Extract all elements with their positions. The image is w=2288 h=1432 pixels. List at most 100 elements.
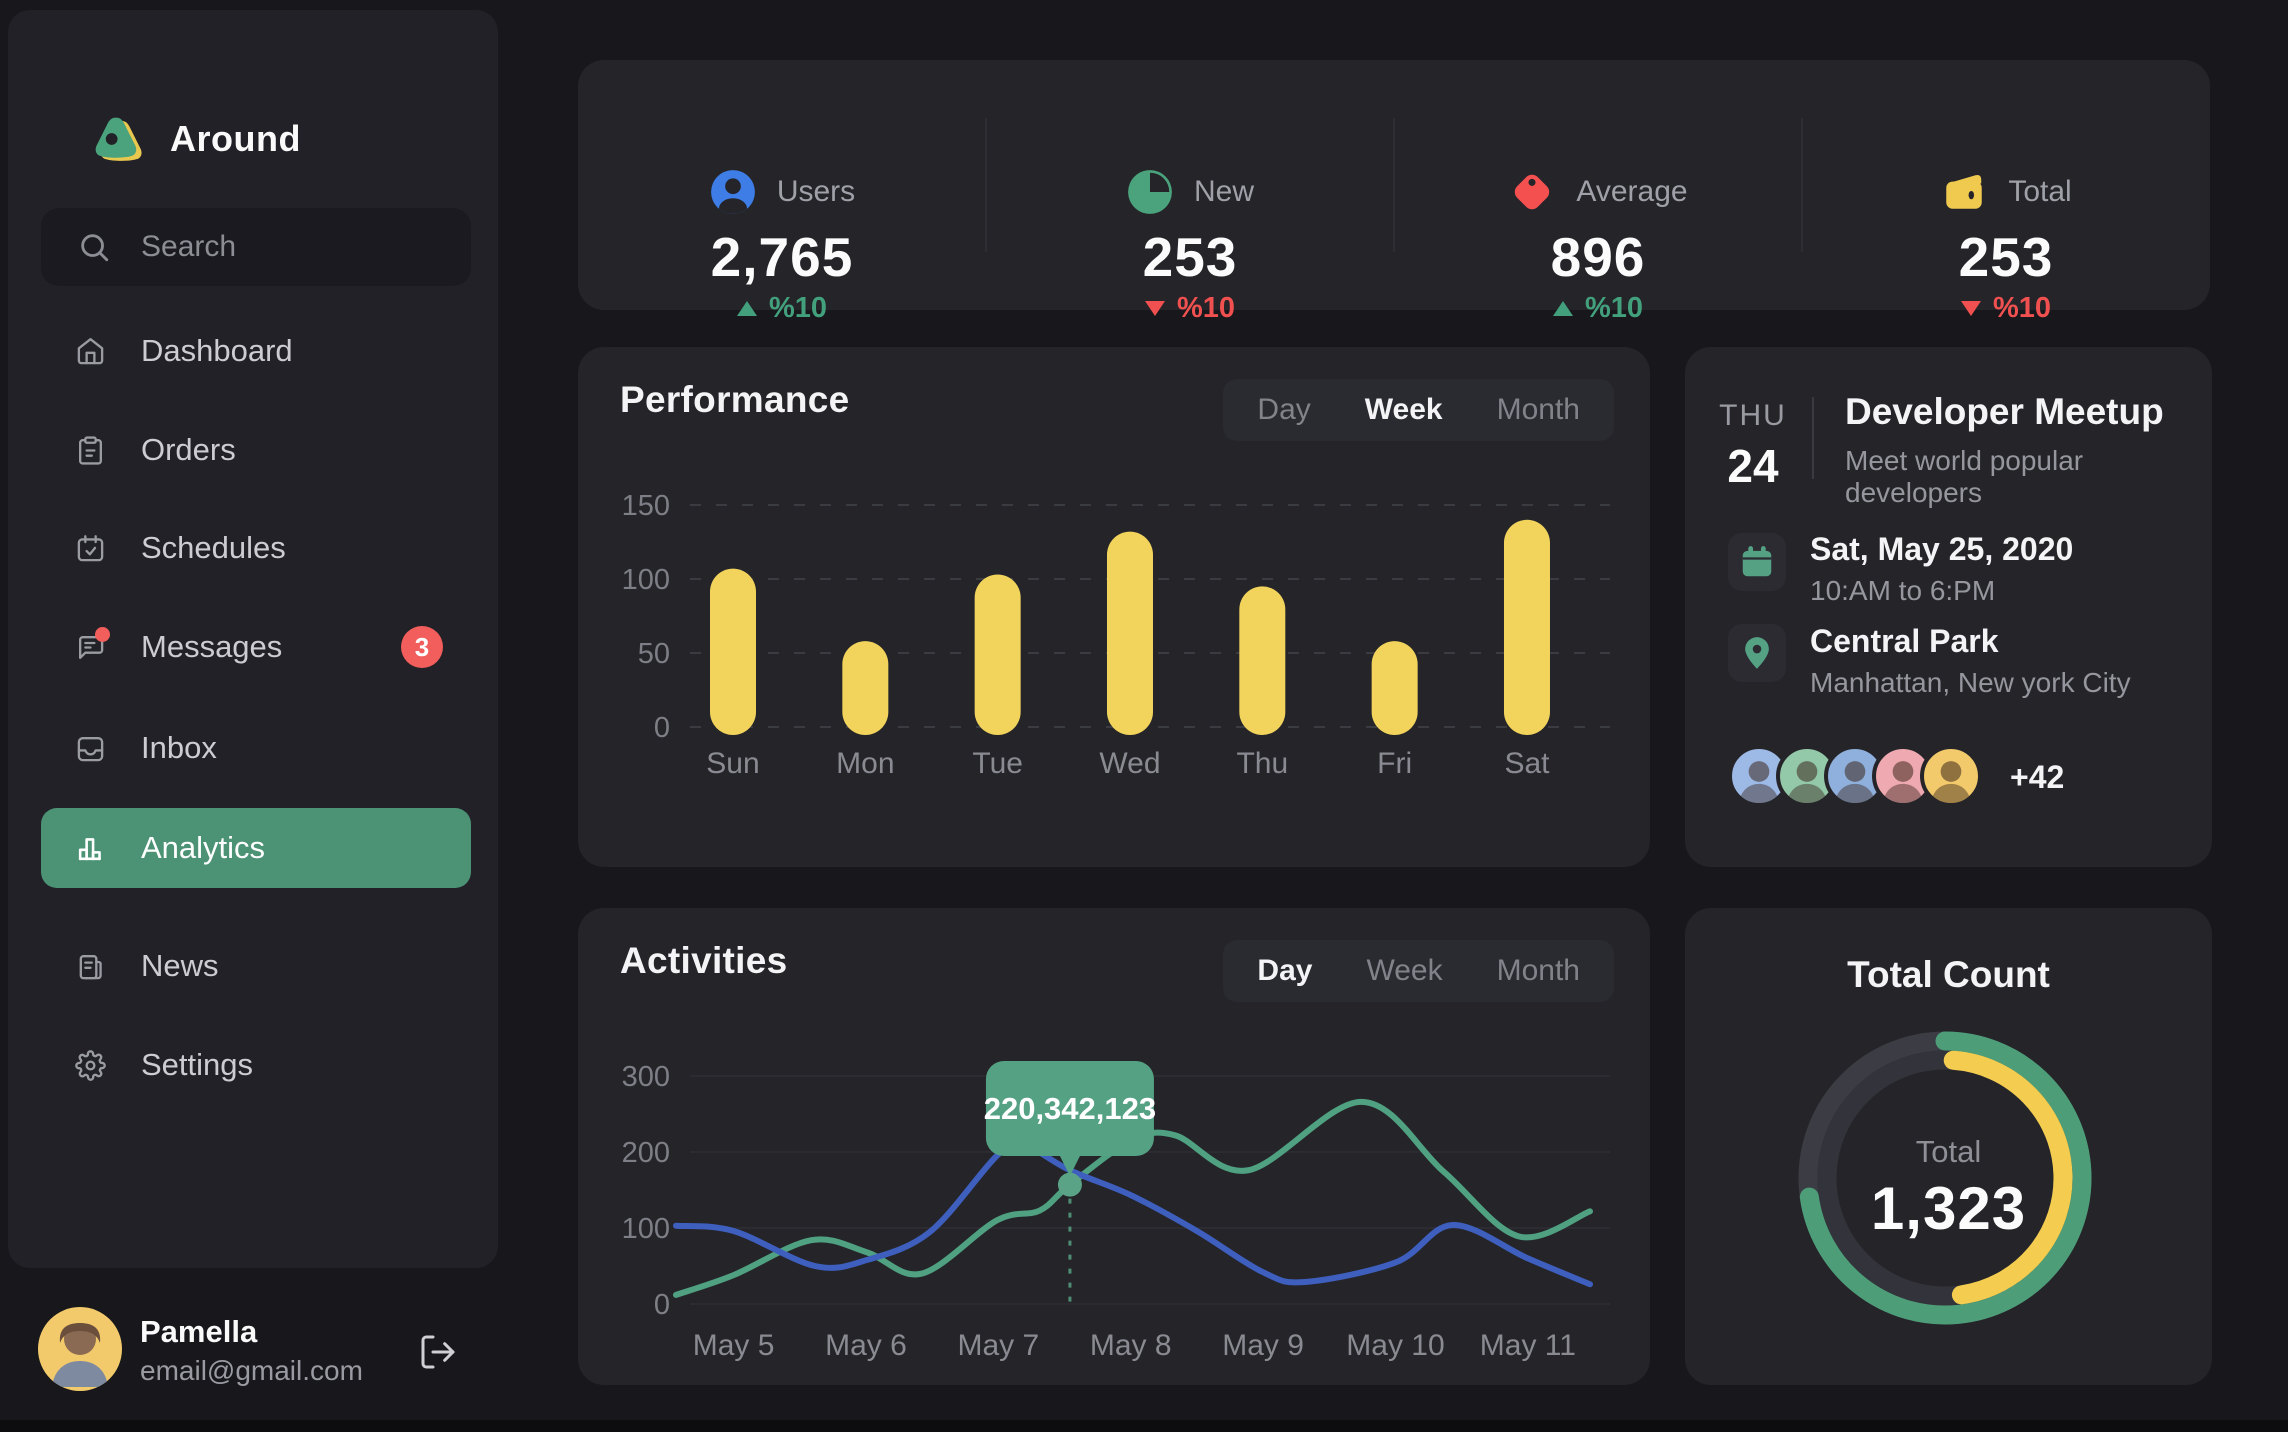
y-tick-label: 0 [654,1289,670,1321]
x-tick-label: Tue [972,747,1023,780]
event-title: Developer Meetup [1845,391,2164,432]
stat-label: Average [1576,175,1688,208]
sidebar-item-label: Schedules [141,530,286,565]
tab-week[interactable]: Week [1364,393,1443,426]
activities-title: Activities [620,940,788,981]
tag-icon [1515,174,1550,210]
sidebar-item-analytics[interactable]: Analytics [41,808,471,888]
divider [1801,118,1803,252]
trend-up-icon [1552,301,1573,316]
around-logo-icon [95,117,142,161]
user-avatar [38,1307,122,1391]
sidebar-item-orders[interactable]: Orders [41,410,471,490]
stat-new: New 253 %10 [986,60,1394,324]
bar-sat[interactable] [1503,519,1550,735]
tooltip-value: 220,342,123 [984,1091,1156,1126]
performance-bar-chart[interactable]: 0 50 100 150 Sun Mon Tue Wed Thu Fri Sat [578,457,1650,867]
total-count-card: Total Count Total 1,323 [1685,908,2212,1385]
tooltip-pointer [1058,1154,1081,1176]
y-tick-label: 100 [622,1213,670,1245]
activities-range-tabs: Day Week Month [1223,940,1614,1002]
more-attendees-count: +42 [2010,759,2065,795]
location-pin-icon [1745,637,1769,669]
line-series-activity-blue[interactable] [673,1140,1593,1288]
y-tick-label: 200 [622,1137,670,1169]
sidebar-item-inbox[interactable]: Inbox [41,708,471,788]
tab-week[interactable]: Week [1366,954,1443,987]
event-day-number: 24 [1727,440,1779,492]
bar-tue[interactable] [974,574,1021,735]
event-card: THU 24 Developer Meetup Meet world popul… [1685,347,2212,867]
stat-value: 896 [1550,226,1646,288]
sidebar-item-dashboard[interactable]: Dashboard [41,311,471,391]
divider [1393,118,1395,252]
data-point-marker [1057,1172,1082,1197]
tab-day[interactable]: Day [1257,954,1313,987]
stat-label: Total [2008,175,2072,208]
clipboard-icon [79,435,102,465]
x-tick-label: Mon [836,747,894,780]
stat-users: Users 2,765 %10 [578,60,986,324]
total-count-donut [1798,1031,2092,1325]
search-box[interactable] [41,208,471,286]
tab-day[interactable]: Day [1257,393,1311,426]
tooltip [985,1061,1154,1156]
event-city: Manhattan, New york City [1810,667,2131,698]
x-tick-label: May 6 [825,1329,907,1362]
trend-down-icon [1960,301,1981,316]
y-tick-label: 100 [622,564,670,596]
tab-month[interactable]: Month [1496,954,1580,987]
calendar-icon [1742,546,1772,577]
event-time: 10:AM to 6:PM [1810,575,1996,606]
unread-dot [95,626,110,642]
divider [1812,397,1814,479]
sidebar-item-label: Settings [141,1047,254,1082]
sidebar-item-label: Orders [141,432,236,467]
app-logo-row: Around [86,108,301,170]
avatar [1920,745,1982,807]
bar-thu[interactable] [1239,586,1286,735]
user-icon [710,170,755,214]
x-tick-label: Sat [1504,747,1550,780]
activities-card: Activities Day Week Month 0 100 200 300 May … [578,908,1650,1385]
stat-delta: %10 [578,292,986,325]
performance-title: Performance [620,379,850,420]
location-tile [1728,624,1786,682]
bar-mon[interactable] [842,641,889,735]
bar-chart-icon [78,837,101,860]
x-tick-label: May 8 [1090,1329,1172,1362]
bar-fri[interactable] [1371,641,1418,735]
sidebar-item-schedules[interactable]: Schedules [41,508,471,588]
x-tick-label: May 7 [957,1329,1039,1362]
inbox-icon [77,736,104,761]
logout-button[interactable] [418,1332,458,1372]
app-title: Around [170,118,301,159]
y-tick-label: 150 [622,490,670,522]
line-series-activity-green[interactable] [673,1098,1593,1298]
stat-delta: %10 [1802,292,2210,325]
bar-wed[interactable] [1106,531,1153,735]
y-tick-label: 0 [654,712,670,744]
sidebar-item-news[interactable]: News [41,926,471,1006]
tab-month[interactable]: Month [1496,393,1580,426]
messages-count-badge: 3 [401,626,443,668]
sidebar-item-settings[interactable]: Settings [41,1025,471,1105]
bar-sun[interactable] [710,568,756,735]
x-tick-label: May 10 [1346,1329,1444,1362]
search-input[interactable] [141,230,441,264]
x-tick-label: Wed [1099,747,1160,780]
x-tick-label: May 9 [1222,1329,1304,1362]
stat-label: New [1193,175,1254,208]
stat-delta: %10 [986,292,1394,325]
stat-delta: %10 [1394,292,1802,325]
user-name: Pamella [140,1314,258,1349]
sidebar-item-messages[interactable]: Messages 3 [41,607,471,687]
stat-value: 253 [1958,226,2054,288]
chat-icon [41,626,110,663]
activities-line-chart[interactable]: 0 100 200 300 May 5 May 6 May 7 May 8 May 9 May 1… [578,1018,1650,1385]
sidebar-item-label: News [141,948,219,983]
x-tick-label: May 5 [693,1329,775,1362]
trend-down-icon [1144,301,1165,316]
x-tick-label: May 11 [1480,1329,1576,1362]
